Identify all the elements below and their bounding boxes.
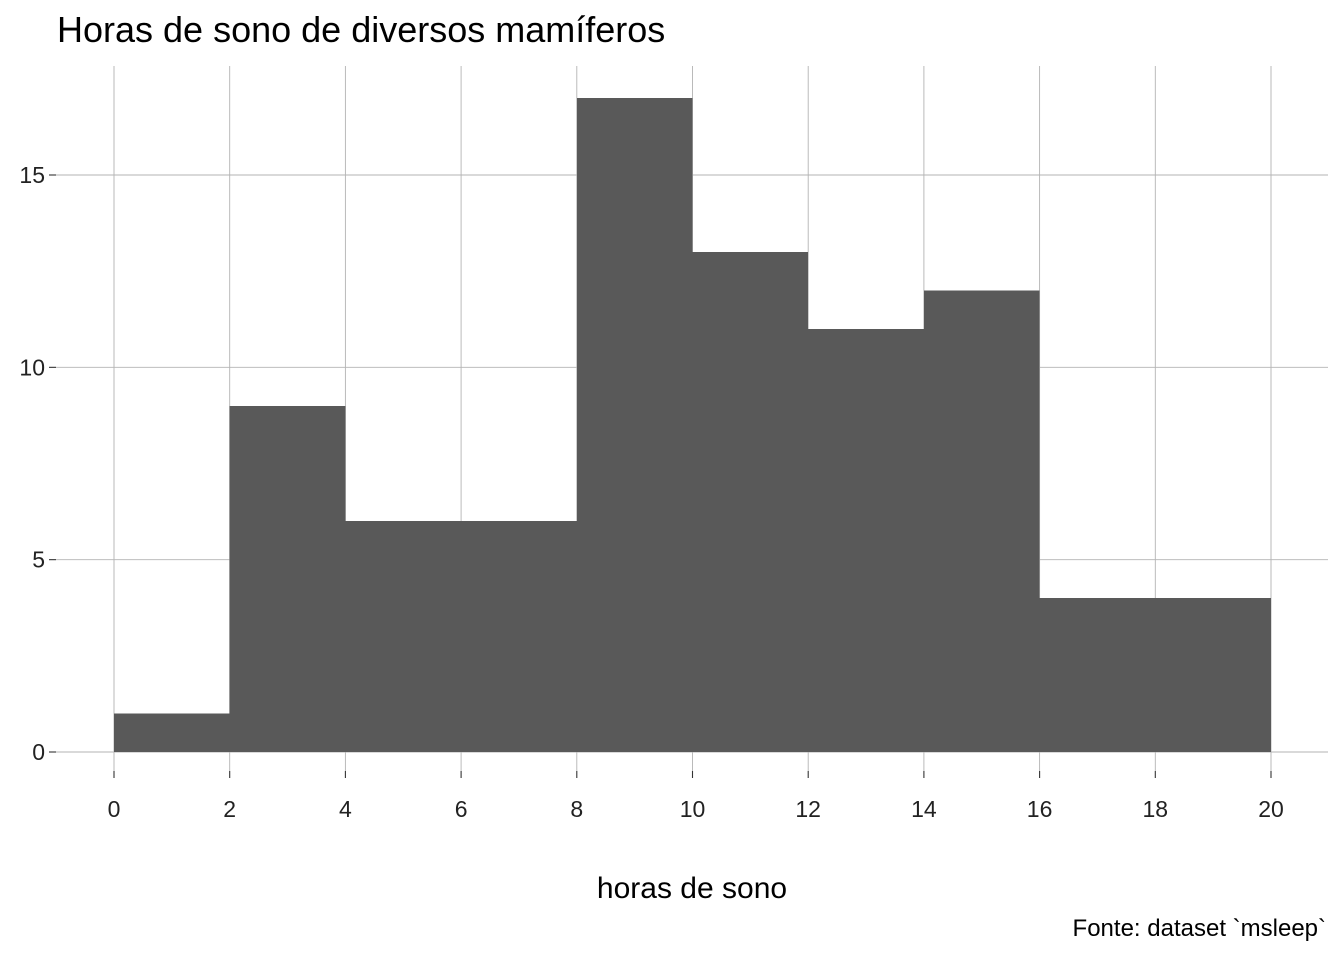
chart-caption: Fonte: dataset `msleep` (1072, 915, 1326, 942)
chart-title: Horas de sono de diversos mamíferos (57, 9, 666, 50)
x-tick-label: 12 (795, 796, 821, 822)
bars-layer (114, 98, 1271, 753)
x-tick-label: 14 (911, 796, 937, 822)
x-axis-label: horas de sono (597, 872, 787, 905)
histogram-bar (345, 521, 462, 752)
histogram-bar (576, 98, 693, 753)
y-tick-label: 15 (19, 162, 45, 188)
x-tick-label: 10 (680, 796, 706, 822)
y-axis: 0 5 10 15 (19, 162, 56, 765)
histogram-bar (808, 328, 924, 752)
y-tick-label: 10 (19, 354, 45, 380)
x-tick-label: 0 (108, 796, 121, 822)
x-tick-label: 2 (223, 796, 236, 822)
y-tick-label: 0 (32, 739, 45, 765)
histogram-bar (692, 251, 809, 752)
histogram-bar (1155, 598, 1271, 752)
x-tick-label: 20 (1258, 796, 1284, 822)
y-tick-label: 5 (32, 547, 45, 573)
x-tick-label: 8 (570, 796, 583, 822)
x-axis: 0 2 4 6 8 10 12 14 16 18 20 (108, 771, 1284, 822)
x-tick-label: 6 (455, 796, 468, 822)
histogram-bar (461, 521, 577, 752)
x-tick-label: 16 (1027, 796, 1053, 822)
histogram-bar (1039, 598, 1156, 752)
x-tick-label: 4 (339, 796, 352, 822)
x-tick-label: 18 (1143, 796, 1169, 822)
histogram-bar (229, 405, 346, 752)
histogram-bar (923, 290, 1040, 752)
histogram-bar (114, 713, 230, 752)
